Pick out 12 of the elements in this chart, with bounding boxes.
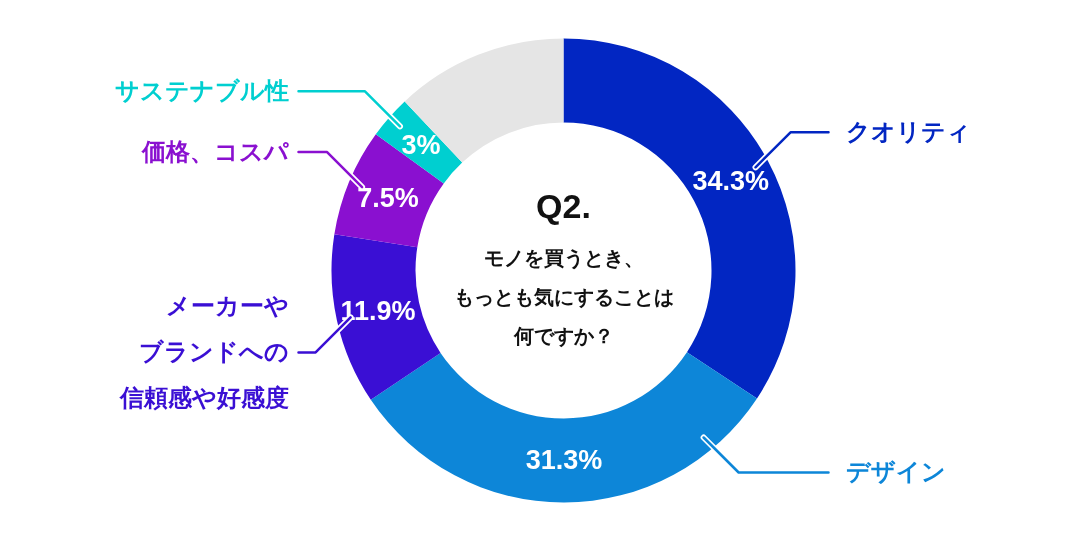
slice-label: クオリティ <box>845 118 971 147</box>
text: モノを買うとき、もっとも気にすることは何ですか？ <box>453 245 674 348</box>
data-label: 34.3% <box>692 165 770 196</box>
data-label: 11.9% <box>340 296 416 327</box>
slice-label: サステナブル性 <box>114 77 289 106</box>
slice-label: デザイン <box>845 458 946 487</box>
data-label: 7.5% <box>357 182 419 213</box>
text: Q2. <box>536 186 591 225</box>
slice-label: 価格、コスパ <box>140 138 289 167</box>
data-label: 31.3% <box>525 445 603 476</box>
slice-label: メーカーやブランドへの信頼感や好感度 <box>118 292 289 413</box>
data-label: 3% <box>401 129 441 160</box>
